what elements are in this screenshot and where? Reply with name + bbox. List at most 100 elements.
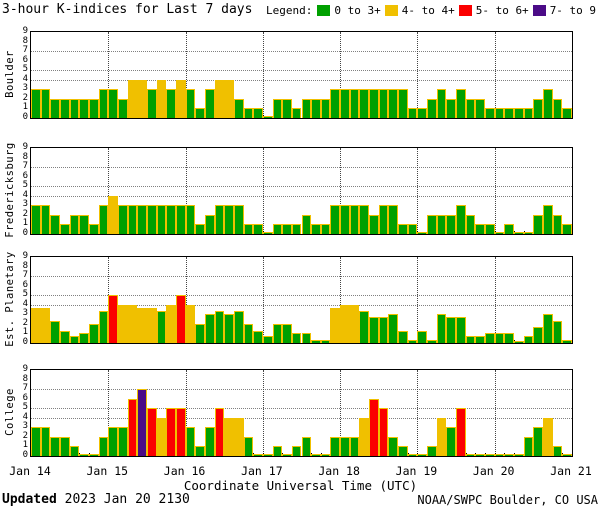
k-index-bar [543, 314, 553, 343]
y-tick-label: 6 [22, 170, 28, 181]
y-tick-label: 3 [22, 83, 28, 94]
station-label: Boulder [4, 50, 17, 98]
gridline-level-4 [31, 195, 572, 197]
k-index-bar [514, 232, 524, 234]
k-index-bar [465, 214, 476, 234]
k-index-bar [552, 98, 563, 118]
k-index-bar [262, 454, 273, 456]
k-index-bar [330, 436, 341, 456]
k-index-bar [446, 317, 457, 343]
k-index-bar [562, 454, 572, 456]
k-index-bar [417, 232, 428, 234]
k-index-bar [195, 323, 205, 343]
legend-item-severe: 7- to 9 [532, 4, 596, 17]
y-tick-label: 0 [22, 337, 28, 347]
gridline-day [494, 257, 496, 343]
k-index-bar [475, 98, 486, 118]
k-index-bar [311, 340, 321, 343]
k-index-bar [407, 224, 418, 234]
k-index-bar [378, 317, 389, 343]
y-tick-label: 3 [22, 421, 28, 432]
k-index-bar [156, 205, 167, 234]
k-index-bar [417, 330, 428, 343]
k-index-bar [311, 454, 321, 456]
k-index-bar [272, 323, 283, 343]
k-index-bar [175, 295, 186, 343]
k-index-bar [552, 214, 563, 234]
y-tick-label: 9 [22, 26, 28, 36]
k-index-bar [504, 333, 515, 343]
k-index-bar [311, 98, 321, 118]
k-index-bar [465, 98, 476, 118]
x-tick-label: Jan 14 [9, 464, 51, 478]
k-index-bar [378, 205, 389, 234]
k-index-bar [117, 205, 128, 234]
k-index-bar [465, 454, 476, 456]
legend-item-quiet: 0 to 3+ [317, 4, 381, 17]
k-index-bar [146, 89, 157, 118]
k-index-bar [175, 408, 186, 456]
page-title: 3-hour K-indices for Last 7 days [2, 2, 253, 17]
k-index-bar [301, 436, 312, 456]
k-index-bar [69, 446, 80, 456]
k-index-bar [31, 205, 41, 234]
k-index-bar [79, 98, 89, 118]
y-tick-label: 2 [22, 92, 28, 103]
k-index-bar [146, 307, 157, 343]
k-index-bar [436, 214, 447, 234]
gridline-day [340, 370, 342, 456]
y-tick-label: 1 [22, 327, 28, 338]
k-index-bar [475, 336, 486, 343]
k-index-bar [407, 108, 418, 118]
k-index-bar [398, 446, 408, 456]
y-tick-label: 1 [22, 218, 28, 229]
station-label: College [4, 388, 17, 436]
gridline-level-4 [31, 304, 572, 306]
k-index-bar [166, 304, 176, 343]
k-index-bar [243, 436, 254, 456]
k-index-bar [494, 333, 505, 343]
k-index-bar [398, 89, 408, 118]
legend-item-active: 4- to 4+ [384, 4, 455, 17]
k-index-bar [388, 205, 399, 234]
k-index-bar [533, 427, 543, 456]
updated-value: 2023 Jan 20 2130 [64, 492, 190, 507]
k-index-bar [369, 214, 379, 234]
y-tick-label: 9 [22, 364, 28, 374]
k-index-bar [224, 205, 234, 234]
station-label: Fredericksburg [4, 142, 17, 238]
k-index-bar [485, 108, 495, 118]
k-index-bar [301, 333, 312, 343]
x-tick-label: Jan 19 [395, 464, 438, 478]
y-tick-label: 5 [22, 64, 28, 75]
y-tick-label: 6 [22, 279, 28, 290]
y-tick-label: 9 [22, 251, 28, 261]
gridline-day [417, 370, 419, 456]
gridline-day [108, 370, 110, 456]
gridline-day [340, 148, 342, 234]
k-index-bar [320, 340, 331, 343]
k-index-bar [533, 98, 543, 118]
k-index-bar [127, 304, 138, 343]
k-index-bar [88, 98, 99, 118]
y-tick-label: 8 [22, 35, 28, 46]
k-index-bar [427, 340, 437, 343]
y-tick-label: 5 [22, 289, 28, 300]
k-index-bar [88, 323, 99, 343]
updated-timestamp: Updated 2023 Jan 20 2130 [2, 492, 190, 507]
k-index-bar [427, 214, 437, 234]
k-index-bar [514, 454, 524, 456]
k-index-bar [369, 398, 379, 456]
k-index-bar [562, 224, 572, 234]
k-index-bar [369, 317, 379, 343]
y-tick-label: 8 [22, 373, 28, 384]
gridline-day [108, 148, 110, 234]
k-index-bar [108, 295, 118, 343]
red-swatch-icon [458, 5, 472, 16]
k-index-bar [59, 224, 70, 234]
y-tick-label: 7 [22, 161, 28, 172]
y-tick-label: 1 [22, 102, 28, 113]
k-index-bar [224, 417, 234, 456]
k-index-bar [40, 307, 51, 343]
